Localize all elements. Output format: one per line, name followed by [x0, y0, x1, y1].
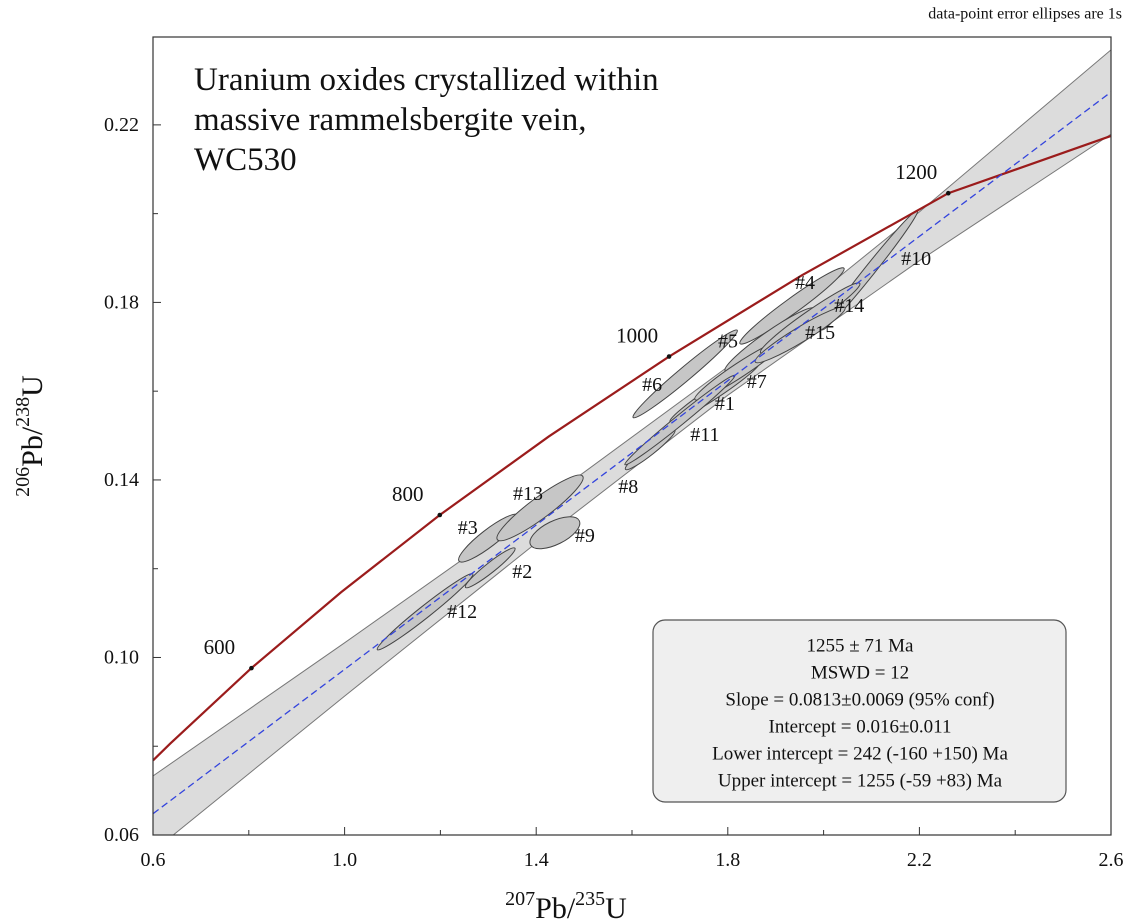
y-tick-label: 0.22	[104, 114, 139, 136]
ellipse-label: #1	[715, 393, 735, 415]
x-tick-label: 1.4	[524, 849, 549, 871]
stats-line: Upper intercept = 1255 (-59 +83) Ma	[718, 771, 1003, 792]
y-axis-label: 206Pb/238U	[12, 375, 49, 497]
stats-line: MSWD = 12	[811, 663, 909, 684]
ellipse-label: #13	[513, 483, 543, 505]
x-tick-label: 2.2	[907, 849, 932, 871]
chart-title: WC530	[194, 142, 297, 178]
error-ellipse	[496, 474, 584, 542]
axis-label-part: 238	[12, 397, 34, 427]
y-tick-label: 0.06	[104, 824, 139, 846]
axis-label-part: U	[605, 892, 627, 924]
axis-label-part: U	[16, 375, 49, 397]
age-label: 800	[392, 482, 424, 506]
axis-label-part: 235	[575, 888, 605, 910]
stats-line: Lower intercept = 242 (-160 +150) Ma	[712, 744, 1008, 765]
x-tick-label: 1.8	[715, 849, 740, 871]
ellipse-label: #5	[718, 331, 738, 353]
ellipse-label: #12	[447, 601, 477, 623]
overlay: #1 #2 #3 #4 #5 #6 #7 #8 #9 #10 #11 #12 #13 #14 #15 600 8…	[12, 6, 1124, 924]
ellipse-label: #8	[618, 476, 638, 498]
ellipse-label: #11	[690, 424, 719, 446]
y-tick-label: 0.10	[104, 646, 139, 668]
axis-label-part: 206	[12, 467, 34, 497]
chart-subtitle: data-point error ellipses are 1s	[928, 6, 1122, 23]
x-axis-label: 207Pb/235U	[505, 888, 627, 924]
error-ellipse	[376, 573, 474, 651]
ellipse-label: #7	[747, 371, 767, 393]
ellipse-label: #4	[795, 272, 815, 294]
stats-line: Slope = 0.0813±0.0069 (95% conf)	[725, 690, 994, 711]
regression-line	[153, 91, 1111, 815]
chart-title: Uranium oxides crystallized within	[194, 62, 659, 98]
concordia-curve	[153, 134, 1111, 762]
y-tick-label: 0.18	[104, 291, 139, 313]
error-ellipse	[632, 329, 738, 419]
ellipse-label: #15	[805, 322, 835, 344]
stats-line: Intercept = 0.016±0.011	[769, 717, 952, 738]
axis-label-part: Pb/	[16, 426, 49, 467]
age-mark	[437, 512, 443, 518]
y-tick-label: 0.14	[104, 469, 139, 491]
stats-box	[652, 619, 1067, 803]
chart-title: massive rammelsbergite vein,	[194, 102, 587, 138]
age-mark	[249, 665, 254, 671]
plot-area	[153, 49, 1111, 835]
axis-label-part: Pb/	[535, 892, 576, 924]
error-ellipse	[529, 516, 581, 550]
ellipse-label: #2	[512, 561, 532, 583]
axis-label-part: 207	[505, 888, 535, 910]
ellipse-label: #3	[458, 517, 478, 539]
age-mark	[945, 190, 951, 196]
ellipse-label: #9	[575, 525, 595, 547]
age-label: 1000	[616, 324, 658, 348]
ellipse-label: #10	[901, 248, 931, 270]
error-ellipse	[739, 267, 845, 345]
x-tick-label: 2.6	[1099, 849, 1124, 871]
age-mark	[666, 354, 672, 359]
stats-line: 1255 ± 71 Ma	[806, 636, 914, 657]
ellipse-label: #14	[834, 295, 864, 317]
x-tick-label: 1.0	[332, 849, 357, 871]
ellipse-label: #6	[642, 374, 662, 396]
x-tick-label: 0.6	[141, 849, 166, 871]
age-label: 1200	[895, 160, 937, 184]
age-label: 600	[204, 635, 236, 659]
error-ellipse	[464, 547, 516, 589]
